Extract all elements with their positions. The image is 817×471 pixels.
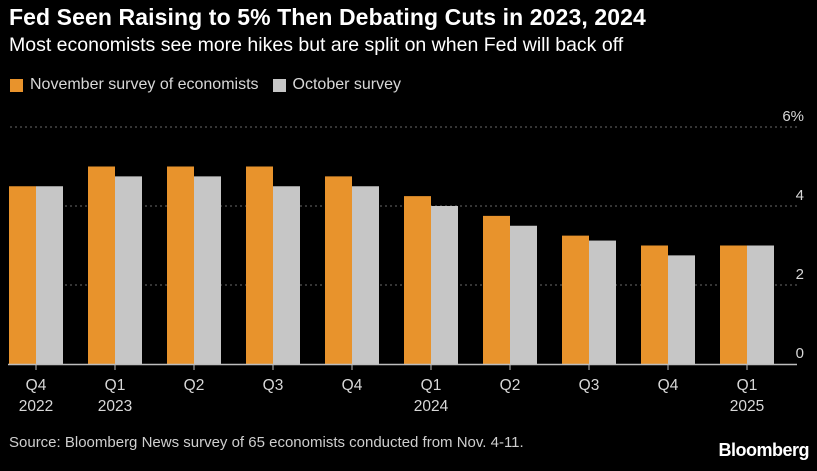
- legend-item-november: November survey of economists: [10, 76, 259, 94]
- bar-november: [88, 166, 115, 364]
- legend-swatch-october: [272, 78, 286, 92]
- x-tick-label: 2024: [414, 398, 449, 415]
- y-tick-label: 2: [796, 266, 804, 283]
- x-tick-label: Q1: [421, 377, 442, 394]
- y-tick-label: 4: [796, 187, 804, 204]
- y-tick-label: 0: [796, 345, 804, 362]
- x-tick-label: 2023: [98, 398, 132, 415]
- x-tick-label: Q1: [737, 377, 758, 394]
- x-tick-label: Q3: [579, 377, 600, 394]
- legend-item-october: October survey: [272, 76, 402, 94]
- x-tick-label: Q2: [500, 377, 521, 394]
- bar-november: [9, 186, 36, 364]
- legend-label-november: November survey of economists: [30, 76, 259, 93]
- x-tick-label: Q1: [105, 377, 126, 394]
- bar-october: [668, 255, 695, 364]
- bar-november: [246, 166, 273, 364]
- x-tick-label: 2022: [19, 398, 53, 415]
- y-tick-label: 6%: [782, 108, 804, 125]
- bar-november: [404, 196, 431, 364]
- bar-october: [589, 240, 616, 364]
- bar-october: [510, 225, 537, 364]
- x-tick-label: Q3: [263, 377, 284, 394]
- chart-title: Fed Seen Raising to 5% Then Debating Cut…: [9, 4, 646, 30]
- bar-october: [194, 176, 221, 364]
- x-tick-label: Q2: [184, 377, 205, 394]
- bar-november: [562, 235, 589, 364]
- bar-october: [431, 206, 458, 364]
- legend: November survey of economists October su…: [10, 76, 415, 94]
- x-tick-label: Q4: [26, 377, 47, 394]
- bar-october: [115, 176, 142, 364]
- bar-november: [641, 245, 668, 364]
- legend-swatch-november: [10, 78, 23, 92]
- bar-november: [483, 215, 510, 364]
- chart-subtitle: Most economists see more hikes but are s…: [9, 34, 624, 56]
- bar-november: [167, 166, 194, 364]
- bar-october: [36, 186, 63, 364]
- bar-november: [720, 245, 747, 364]
- bar-october: [273, 186, 300, 364]
- source-note: Source: Bloomberg News survey of 65 econ…: [9, 434, 524, 451]
- bloomberg-logo: Bloomberg: [718, 440, 809, 460]
- bar-november: [325, 176, 352, 364]
- legend-label-october: October survey: [292, 76, 402, 93]
- x-tick-label: Q4: [658, 377, 679, 394]
- x-tick-label: 2025: [730, 398, 764, 415]
- bar-october: [352, 186, 379, 364]
- bar-october: [747, 245, 774, 364]
- x-tick-label: Q4: [342, 377, 363, 394]
